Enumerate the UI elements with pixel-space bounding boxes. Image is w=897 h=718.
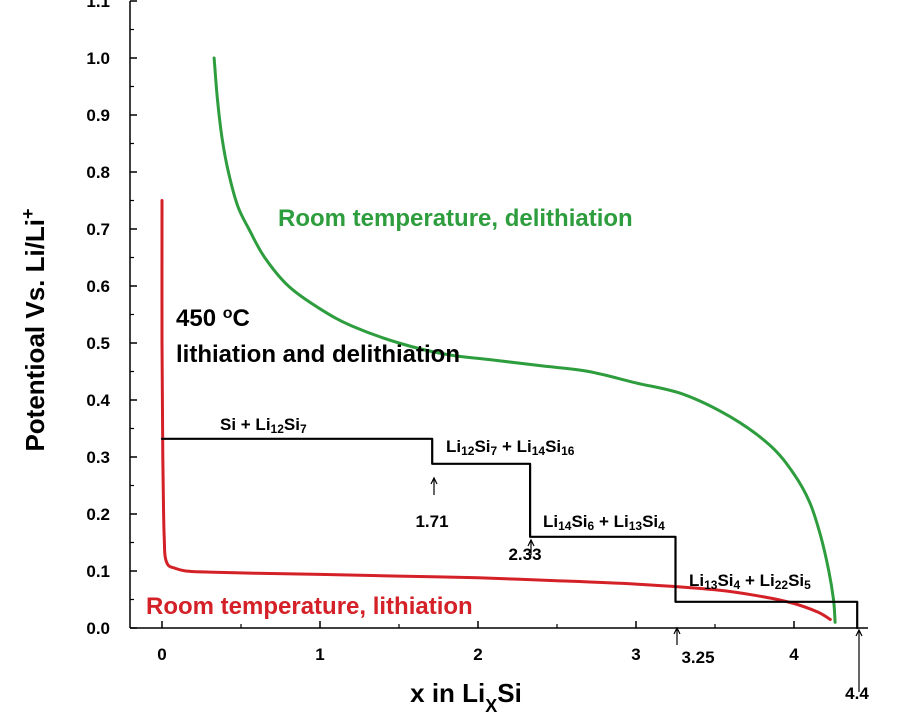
x-marker-arrow <box>855 628 863 637</box>
lithiation-curve-label: Room temperature, lithiation <box>146 593 473 620</box>
x-axis-title-tail: Si <box>497 678 522 708</box>
x-tick-label: 4 <box>789 645 799 664</box>
series-layer <box>160 56 859 630</box>
hot-step-curve <box>160 437 859 630</box>
x-tick-label: 0 <box>157 645 166 664</box>
phase-labels: Si + Li12Si7 Li12Si7 + Li14Si16 Li14Si6 + … <box>220 415 811 592</box>
x-marker-label: 2.33 <box>508 545 541 564</box>
x-tick-label: 3 <box>631 645 640 664</box>
x-marker-arrow <box>527 538 535 547</box>
hot-curve-label-unit: C <box>233 305 250 332</box>
hot-curve-label-number: 450 <box>176 305 223 332</box>
x-marker-label: 1.71 <box>415 512 448 531</box>
x-marker-label: 4.4 <box>845 684 869 703</box>
y-axis-title-sup: + <box>18 208 38 219</box>
y-tick-label: 0.4 <box>86 391 110 410</box>
y-tick-label: 0.0 <box>86 619 110 638</box>
axes: 0.0 0.1 0.2 0.3 0.4 0.5 0.6 0.7 0.8 0.9 1.0 1.1 0 1 2… <box>86 0 868 664</box>
y-tick-label: 1.1 <box>86 0 110 11</box>
phase-label-li14si6-li13si4: Li14Si6 + Li13Si4 <box>543 512 665 533</box>
x-marker-label: 3.25 <box>681 648 714 667</box>
lithiation-curve <box>160 199 832 621</box>
phase-label-si-li12si7: Si + Li12Si7 <box>220 415 307 436</box>
delithiation-curve <box>212 56 837 624</box>
y-tick-label: 0.6 <box>86 277 110 296</box>
y-axis-title-main: Potentioal Vs. Li/Li <box>20 219 50 452</box>
y-tick-label: 0.1 <box>86 562 110 581</box>
x-axis-title-main: x in Li <box>410 678 485 708</box>
y-tick-label: 1.0 <box>86 49 110 68</box>
phase-label-li12si7-li14si16: Li12Si7 + Li14Si16 <box>446 437 575 458</box>
phase-label-li13si4-li22si5: Li13Si4 + Li22Si5 <box>689 571 811 592</box>
y-ticks: 0.0 0.1 0.2 0.3 0.4 0.5 0.6 0.7 0.8 0.9 1.0 1.1 <box>86 0 137 638</box>
x-axis-title: x in LiXSi <box>410 678 522 716</box>
x-ticks: 0 1 2 3 4 <box>157 621 799 664</box>
hot-curve-label-line2: lithiation and delithiation <box>176 341 460 368</box>
delithiation-curve-label: Room temperature, delithiation <box>278 205 633 232</box>
y-tick-label: 0.5 <box>86 334 110 353</box>
y-tick-label: 0.9 <box>86 106 110 125</box>
y-tick-label: 0.8 <box>86 163 110 182</box>
x-marker-arrow <box>673 626 681 635</box>
x-tick-label: 2 <box>473 645 482 664</box>
y-tick-label: 0.3 <box>86 448 110 467</box>
y-tick-label: 0.7 <box>86 220 110 239</box>
y-axis-title: Potentioal Vs. Li/Li+ <box>18 208 50 451</box>
hot-curve-label-degree: o <box>223 305 233 322</box>
x-marker-arrow <box>430 476 438 485</box>
x-tick-label: 1 <box>315 645 324 664</box>
marker-layer: 1.71 2.33 3.25 4.4 <box>415 476 869 703</box>
x-axis-title-sub: X <box>485 696 497 716</box>
hot-curve-label-line1: 450 oC <box>176 305 250 333</box>
y-tick-label: 0.2 <box>86 505 110 524</box>
